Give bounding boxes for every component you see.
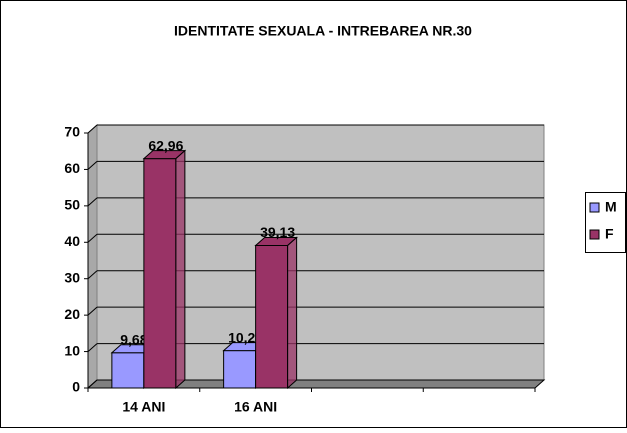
- legend-label: F: [605, 226, 614, 242]
- y-tick-label: 70: [64, 124, 80, 140]
- y-tick-label: 30: [64, 269, 80, 285]
- grid-line: [87, 343, 98, 352]
- data-label: 10,26: [228, 329, 263, 345]
- grid-line: [87, 161, 98, 170]
- legend-swatch: [589, 202, 600, 213]
- bar: [111, 352, 145, 389]
- y-tick-label: 50: [64, 197, 80, 213]
- grid-line: [87, 379, 98, 389]
- legend-swatch: [589, 229, 600, 240]
- chart-title: IDENTITATE SEXUALA - INTREBAREA NR.30: [174, 23, 472, 39]
- plot-area: 0 10 20 30 40 50 60 70 14 ANI 9,68 62,96 16 ANI 10,2…: [64, 123, 546, 415]
- bar-side: [287, 236, 298, 390]
- bar: [255, 244, 289, 389]
- bar-side: [175, 149, 186, 390]
- grid-line: [87, 233, 98, 243]
- y-tick-label: 0: [72, 379, 80, 395]
- side-wall: [87, 123, 98, 390]
- legend-label: M: [605, 199, 617, 215]
- data-label: 9,68: [120, 331, 147, 347]
- y-tick-label: 20: [64, 306, 80, 322]
- data-label: 62,96: [148, 137, 183, 153]
- y-tick-label: 40: [64, 233, 80, 249]
- x-tick-label: 14 ANI: [122, 399, 165, 415]
- y-tick-label: 10: [64, 342, 80, 358]
- y-tick-label: 60: [64, 160, 80, 176]
- bar: [223, 350, 257, 389]
- x-tick-label: 16 ANI: [234, 399, 277, 415]
- data-label: 39,13: [260, 224, 295, 240]
- grid-line: [87, 306, 98, 316]
- grid-line: [87, 270, 98, 280]
- grid-line: [87, 124, 98, 134]
- bar: [143, 158, 177, 389]
- grid-line: [87, 197, 98, 207]
